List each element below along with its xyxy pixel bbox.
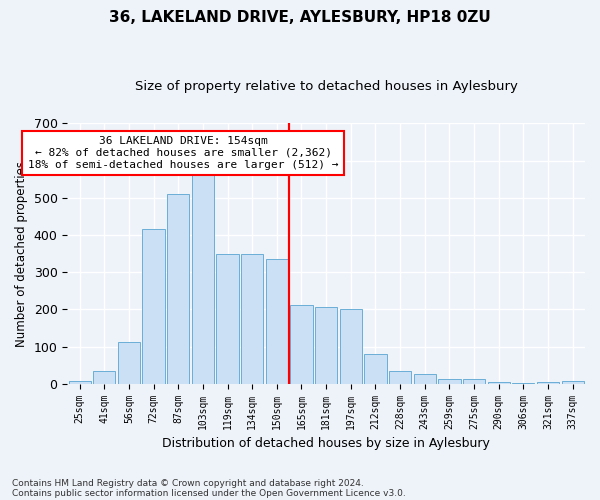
Bar [562,380,584,384]
Bar [68,380,91,384]
Bar [439,379,461,384]
Bar [290,305,313,384]
Bar [142,230,164,384]
Text: Contains HM Land Registry data © Crown copyright and database right 2024.: Contains HM Land Registry data © Crown c… [12,478,364,488]
Bar [118,342,140,384]
Bar [413,374,436,384]
Bar [93,370,115,384]
Text: 36 LAKELAND DRIVE: 154sqm
← 82% of detached houses are smaller (2,362)
18% of se: 36 LAKELAND DRIVE: 154sqm ← 82% of detac… [28,136,338,170]
Bar [463,379,485,384]
Text: 36, LAKELAND DRIVE, AYLESBURY, HP18 0ZU: 36, LAKELAND DRIVE, AYLESBURY, HP18 0ZU [109,10,491,25]
Bar [488,382,510,384]
Bar [167,194,190,384]
Bar [266,259,288,384]
Bar [512,383,535,384]
Bar [364,354,386,384]
Text: Contains public sector information licensed under the Open Government Licence v3: Contains public sector information licen… [12,488,406,498]
Bar [241,254,263,384]
Y-axis label: Number of detached properties: Number of detached properties [15,160,28,346]
Bar [192,168,214,384]
Bar [315,306,337,384]
Title: Size of property relative to detached houses in Aylesbury: Size of property relative to detached ho… [135,80,518,93]
Bar [389,370,411,384]
Bar [340,308,362,384]
Bar [537,382,559,384]
Bar [217,254,239,384]
X-axis label: Distribution of detached houses by size in Aylesbury: Distribution of detached houses by size … [162,437,490,450]
